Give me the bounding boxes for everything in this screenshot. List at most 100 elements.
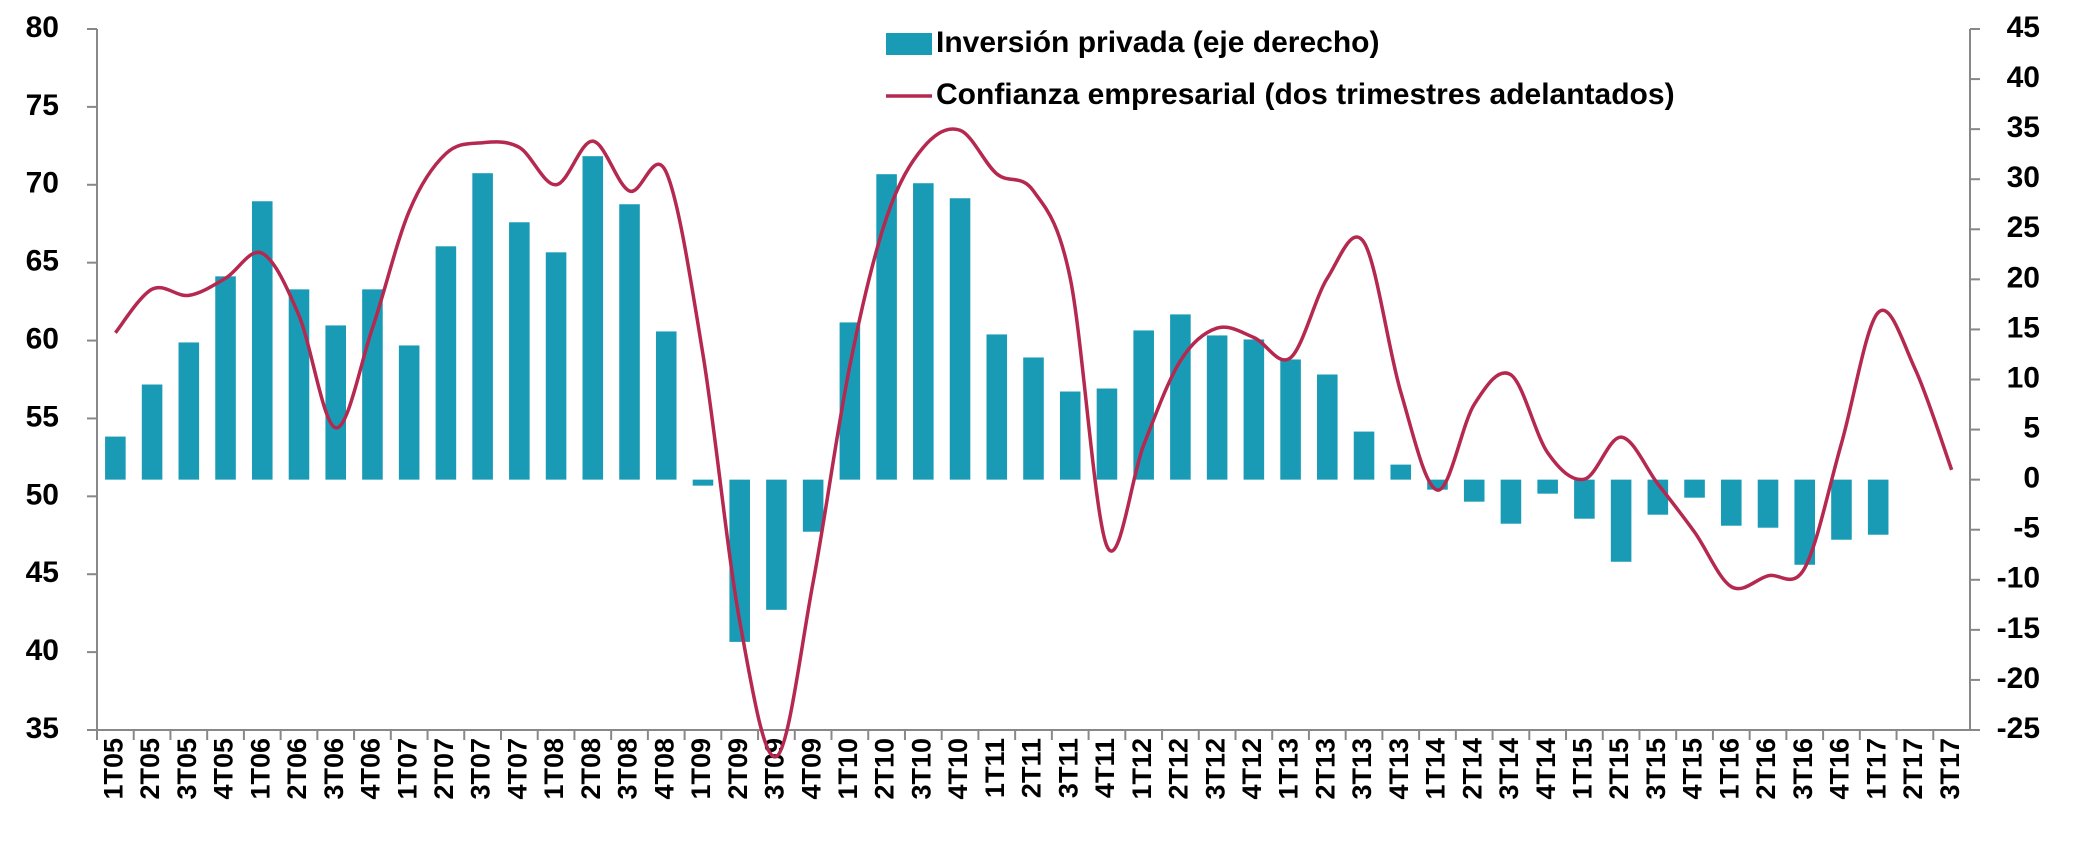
x-tick-label: 1T08 (539, 738, 569, 800)
x-tick-label: 1T12 (1127, 738, 1157, 800)
bar (251, 201, 273, 480)
x-tick-label: 3T16 (1788, 738, 1818, 800)
x-tick-label: 2T06 (282, 738, 312, 800)
bar (655, 331, 677, 480)
legend-label: Inversión privada (eje derecho) (936, 26, 1379, 59)
x-tick-label: 1T13 (1274, 738, 1304, 800)
bar (141, 384, 163, 480)
bar (766, 479, 787, 610)
bar (1280, 359, 1301, 480)
bar (802, 479, 824, 532)
y2-tick-label: 45 (2007, 11, 2040, 44)
bar (105, 436, 126, 480)
bar (1023, 357, 1044, 480)
x-tick-label: 4T15 (1678, 738, 1708, 800)
bar (876, 174, 897, 480)
x-tick-label: 2T07 (429, 738, 459, 800)
x-tick-label: 2T13 (1310, 738, 1340, 800)
x-tick-label: 3T06 (319, 738, 349, 800)
y2-tick-label: 0 (2023, 462, 2040, 495)
x-tick-label: 4T09 (796, 738, 826, 800)
bar (986, 334, 1008, 480)
y2-tick-label: -10 (1997, 562, 2040, 595)
x-tick-label: 4T05 (209, 738, 239, 800)
x-tick-label: 2T16 (1751, 738, 1781, 800)
x-tick-label: 1T14 (1421, 738, 1451, 800)
x-tick-label: 1T06 (245, 738, 275, 800)
bar (1317, 374, 1338, 480)
x-tick-label: 3T14 (1494, 738, 1524, 800)
bar (398, 345, 420, 480)
bar (839, 322, 861, 480)
bar (949, 198, 971, 480)
x-tick-label: 1T11 (980, 738, 1010, 798)
y2-tick-label: 30 (2007, 161, 2040, 194)
bar (325, 325, 346, 480)
x-tick-label: 2T17 (1898, 738, 1928, 800)
y-tick-label: 35 (26, 712, 59, 745)
y-tick-label: 55 (26, 400, 59, 433)
x-tick-label: 4T06 (356, 738, 386, 800)
y-tick-label: 50 (26, 478, 59, 511)
bar (1096, 388, 1118, 480)
bar (1721, 479, 1742, 526)
bar (1353, 431, 1375, 480)
y-tick-label: 65 (26, 245, 59, 278)
bar (1390, 464, 1412, 480)
x-tick-label: 4T14 (1531, 738, 1561, 800)
x-tick-label: 4T08 (649, 738, 679, 800)
bar (582, 156, 604, 480)
x-tick-label: 1T07 (392, 738, 422, 800)
y-tick-label: 45 (26, 556, 59, 589)
y2-tick-label: -15 (1997, 612, 2040, 645)
bar (545, 252, 567, 480)
x-tick-label: 2T10 (870, 738, 900, 800)
bar (1170, 314, 1191, 480)
bar (1427, 479, 1448, 490)
x-tick-label: 4T11 (1090, 738, 1120, 798)
x-tick-label: 2T14 (1457, 738, 1487, 800)
x-tick-label: 2T12 (1164, 738, 1194, 800)
x-tick-label: 2T11 (1017, 738, 1047, 798)
x-tick-label: 3T11 (1053, 738, 1083, 798)
bar (619, 204, 640, 480)
x-tick-label: 1T17 (1861, 738, 1891, 800)
y2-tick-label: -5 (2013, 512, 2040, 545)
bar (1757, 479, 1779, 528)
bar (1059, 391, 1081, 480)
bar (215, 276, 236, 480)
bar (1867, 479, 1889, 535)
y2-tick-label: 35 (2007, 111, 2040, 144)
y-tick-label: 40 (26, 634, 59, 667)
x-tick-label: 2T09 (723, 738, 753, 800)
x-tick-label: 3T15 (1641, 738, 1671, 800)
x-tick-label: 4T16 (1825, 738, 1855, 800)
x-tick-label: 4T10 (943, 738, 973, 800)
y-tick-label: 75 (26, 89, 59, 122)
x-tick-label: 3T05 (172, 738, 202, 800)
x-tick-label: 3T10 (906, 738, 936, 800)
y2-tick-label: 5 (2023, 411, 2040, 444)
bar (1537, 479, 1558, 494)
x-tick-label: 3T13 (1347, 738, 1377, 800)
x-tick-label: 1T05 (98, 738, 128, 800)
y-tick-label: 80 (26, 11, 59, 44)
bar (178, 342, 200, 480)
x-tick-label: 3T12 (1200, 738, 1230, 800)
x-tick-label: 3T07 (466, 738, 496, 800)
bar (1133, 330, 1154, 480)
legend-swatch (886, 33, 932, 55)
bar (435, 246, 457, 480)
x-tick-label: 3T08 (613, 738, 643, 800)
y2-tick-label: -25 (1997, 712, 2040, 745)
x-tick-label: 2T05 (135, 738, 165, 800)
y2-tick-label: 25 (2007, 211, 2040, 244)
legend-label: Confianza empresarial (dos trimestres ad… (936, 78, 1675, 111)
x-tick-label: 1T15 (1568, 738, 1598, 800)
bar (509, 222, 530, 480)
x-tick-label: 2T08 (576, 738, 606, 800)
bar (913, 183, 934, 480)
x-tick-label: 4T07 (502, 738, 532, 800)
y2-tick-label: 20 (2007, 261, 2040, 294)
